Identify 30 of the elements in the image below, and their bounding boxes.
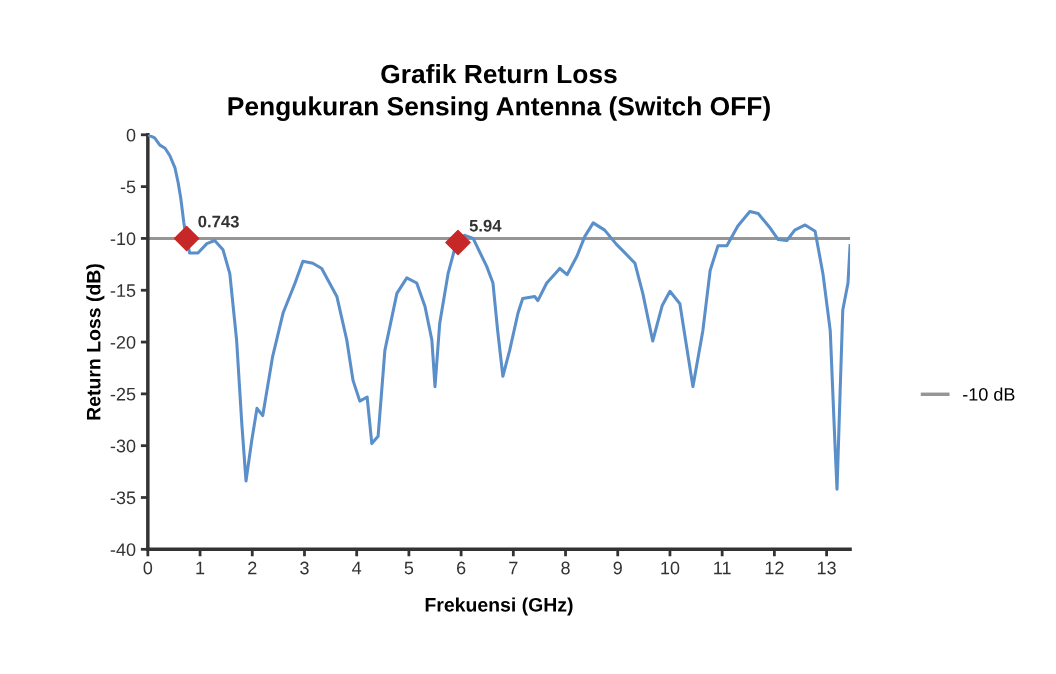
x-tick-label: 5 <box>404 561 414 575</box>
x-tick-label: 7 <box>509 561 518 575</box>
line-series <box>147 134 851 491</box>
y-axis-title: Return Loss (dB) <box>86 264 105 420</box>
y-tick-label: -30 <box>110 439 136 453</box>
x-tick-label: 12 <box>765 561 784 575</box>
y-tick-label: -10 <box>110 232 136 246</box>
x-tick-label: 10 <box>661 561 680 575</box>
x-tick-label: 4 <box>352 561 362 575</box>
annotation: 0.743 <box>198 215 239 228</box>
y-tick-label: -35 <box>110 491 136 505</box>
y-tick-label: -5 <box>120 180 136 194</box>
y-tick-label: -40 <box>110 543 136 557</box>
x-tick-label: 9 <box>613 561 622 575</box>
x-tick-label: 11 <box>714 561 731 575</box>
x-axis-title: Frekuensi (GHz) <box>425 597 573 616</box>
y-tick-label: -25 <box>110 387 136 401</box>
chart-title: Grafik Return Loss Pengukuran Sensing Antenna (Switch OFF) <box>228 63 770 121</box>
x-tick-label: 2 <box>248 561 257 575</box>
x-tick-label: 3 <box>300 561 309 575</box>
x-tick-label: 13 <box>817 561 836 575</box>
x-tick-label: 1 <box>196 561 205 575</box>
x-tick-label: 0 <box>143 561 153 575</box>
x-tick-label: 8 <box>561 561 570 575</box>
annotation: 5.94 <box>469 219 502 232</box>
y-tick-label: -15 <box>110 284 136 297</box>
y-tick-label: 0 <box>126 128 136 142</box>
y-tick-label: -20 <box>110 335 136 349</box>
x-tick-label: 6 <box>457 561 466 575</box>
legend-label: -10 dB <box>963 387 1015 401</box>
